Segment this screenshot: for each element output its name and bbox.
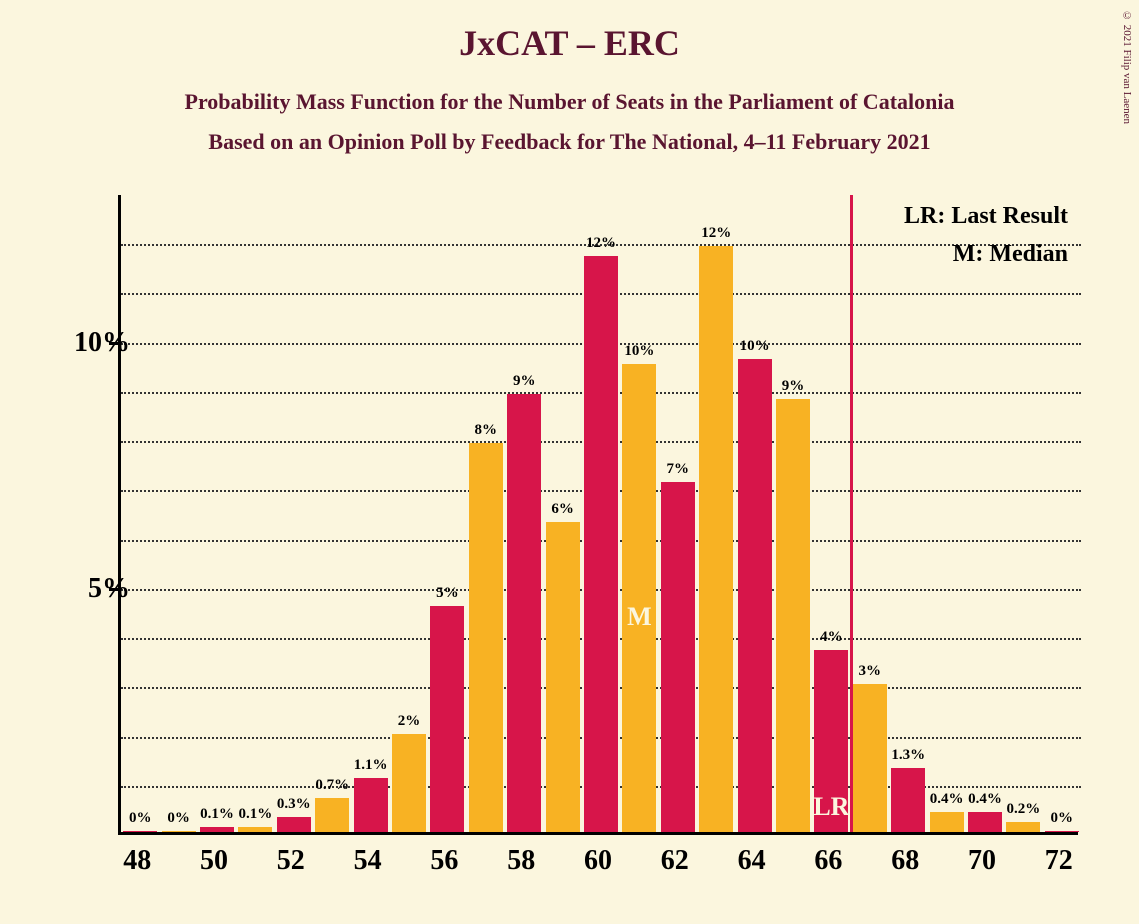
- x-axis-label: 52: [277, 845, 305, 877]
- bar: [392, 734, 426, 832]
- bar-value-label: 0.4%: [930, 791, 964, 808]
- x-axis-label: 50: [200, 845, 228, 877]
- bar-value-label: 0.4%: [968, 791, 1002, 808]
- bar-value-label: 0.7%: [315, 777, 349, 794]
- bar-value-label: 9%: [782, 378, 805, 395]
- chart-area: 0%0%0.1%0.1%0.3%0.7%1.1%2%5%8%9%6%12%10%…: [118, 195, 1108, 835]
- bar-value-label: 4%: [820, 629, 843, 646]
- copyright-text: © 2021 Filip van Laenen: [1121, 10, 1133, 124]
- x-axis-label: 68: [891, 845, 919, 877]
- median-marker: M: [627, 602, 652, 632]
- legend-lr: LR: Last Result: [904, 203, 1068, 230]
- y-axis-label: 5%: [88, 573, 130, 605]
- bar-value-label: 2%: [398, 713, 421, 730]
- bar: [277, 817, 311, 832]
- bar-value-label: 7%: [667, 461, 690, 478]
- x-axis-label: 70: [968, 845, 996, 877]
- bar-value-label: 12%: [586, 235, 616, 252]
- bar: [546, 522, 580, 832]
- legend-m: M: Median: [953, 241, 1068, 268]
- bar-value-label: 0%: [129, 810, 152, 827]
- y-axis-label: 10%: [74, 327, 130, 359]
- lr-marker: LR: [813, 792, 849, 822]
- bar-value-label: 0.2%: [1007, 801, 1041, 818]
- bar-value-label: 1.3%: [891, 747, 925, 764]
- bar-value-label: 9%: [513, 373, 536, 390]
- bar: [354, 778, 388, 832]
- x-axis-label: 56: [430, 845, 458, 877]
- plot-region: 0%0%0.1%0.1%0.3%0.7%1.1%2%5%8%9%6%12%10%…: [118, 195, 1078, 835]
- bar: [507, 394, 541, 832]
- bar-value-label: 10%: [740, 338, 770, 355]
- x-axis-label: 54: [354, 845, 382, 877]
- bar: [430, 606, 464, 832]
- bar: [584, 256, 618, 832]
- bar: [853, 684, 887, 832]
- bar-value-label: 3%: [859, 663, 882, 680]
- x-axis-label: 64: [738, 845, 766, 877]
- bar: [238, 827, 272, 832]
- bar: [622, 364, 656, 832]
- bar-value-label: 0%: [1051, 810, 1074, 827]
- bar: [1006, 822, 1040, 832]
- bar: [469, 443, 503, 832]
- x-axis-label: 72: [1045, 845, 1073, 877]
- bar-value-label: 0.1%: [200, 806, 234, 823]
- x-axis-label: 58: [507, 845, 535, 877]
- bar: [315, 798, 349, 832]
- subtitle-line-1: Probability Mass Function for the Number…: [0, 82, 1139, 122]
- bar-value-label: 0.1%: [239, 806, 273, 823]
- bar: [200, 827, 234, 832]
- bar-value-label: 8%: [475, 422, 498, 439]
- subtitle-line-2: Based on an Opinion Poll by Feedback for…: [0, 122, 1139, 162]
- x-axis-label: 60: [584, 845, 612, 877]
- x-axis-label: 62: [661, 845, 689, 877]
- bar: [738, 359, 772, 832]
- x-axis-label: 66: [814, 845, 842, 877]
- bar: [930, 812, 964, 832]
- chart-title: JxCAT – ERC: [0, 0, 1139, 64]
- bar: [1045, 831, 1079, 832]
- bar-value-label: 1.1%: [354, 757, 388, 774]
- bar-value-label: 0.3%: [277, 796, 311, 813]
- bar: [661, 482, 695, 832]
- bar-value-label: 10%: [624, 343, 654, 360]
- bar: [699, 246, 733, 832]
- bar: [123, 831, 157, 832]
- bar-value-label: 6%: [551, 501, 574, 518]
- bar-value-label: 0%: [167, 810, 190, 827]
- x-axis-label: 48: [123, 845, 151, 877]
- bar: [891, 768, 925, 832]
- bar: [162, 831, 196, 832]
- bar: [968, 812, 1002, 832]
- chart-subtitle: Probability Mass Function for the Number…: [0, 82, 1139, 161]
- bar-value-label: 12%: [701, 225, 731, 242]
- bar-value-label: 5%: [436, 585, 459, 602]
- bar: [776, 399, 810, 832]
